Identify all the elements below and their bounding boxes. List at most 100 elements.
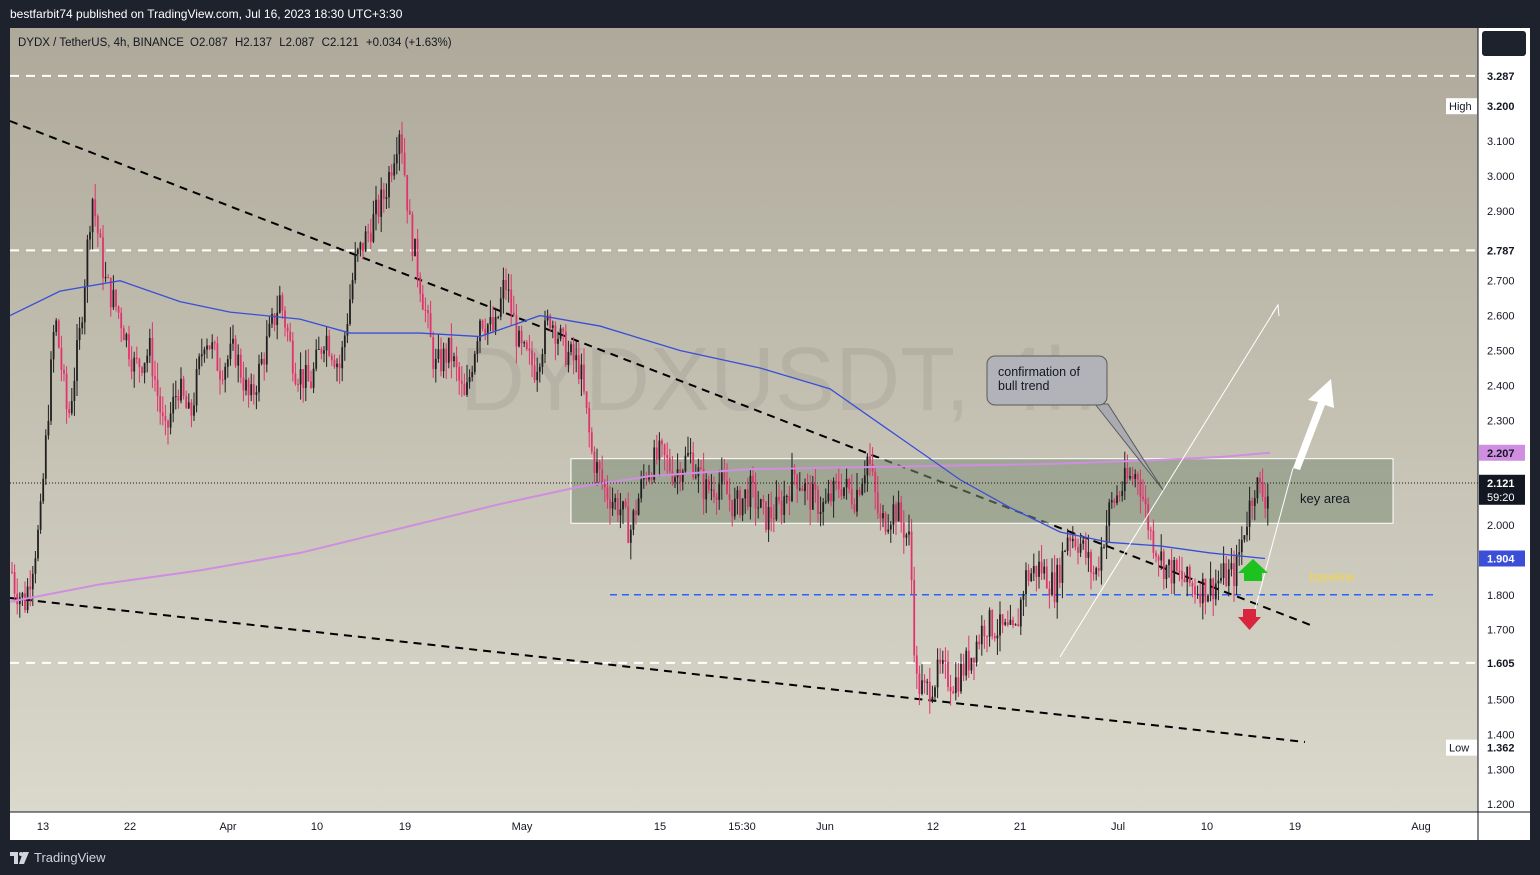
candle-body [460, 380, 463, 384]
callout[interactable]: confirmation of bull trend [986, 355, 1164, 491]
candle-body [601, 469, 604, 483]
price-level-0-tag-label: 3.287 [1487, 71, 1515, 83]
candle-body [918, 673, 921, 694]
candle-body [1261, 482, 1264, 497]
candle-body [1139, 479, 1142, 497]
publisher-bar: bestfarbit74 published on TradingView.co… [0, 0, 1540, 28]
candle-body [1165, 565, 1168, 580]
candle-body [265, 336, 268, 365]
candle-body [915, 655, 918, 674]
current-price-label: 2.121 [1487, 478, 1515, 490]
candle-body [1235, 554, 1238, 587]
candle-body [627, 506, 630, 543]
candle-body [1061, 551, 1064, 583]
candle-body [796, 474, 799, 489]
plot-area[interactable] [10, 28, 1478, 812]
candle-body [580, 364, 583, 380]
candle-body [291, 340, 294, 374]
candle-body [455, 356, 458, 368]
candle-body [1069, 537, 1072, 542]
candle-body [562, 328, 565, 332]
candle-body [837, 481, 840, 490]
tradingview-logo[interactable]: TradingView [10, 850, 106, 865]
price-tick-label-5: 2.500 [1487, 346, 1515, 358]
candle-body [229, 343, 232, 360]
candle-body [125, 334, 128, 341]
candle-body [996, 635, 999, 639]
candle-body [447, 337, 450, 363]
candle-body [1162, 551, 1165, 580]
key-area-zone[interactable] [570, 458, 1394, 524]
candle-body [364, 231, 367, 252]
candle-body [1066, 537, 1069, 551]
time-tick-label-12: 10 [1201, 821, 1213, 833]
candle-body [1175, 560, 1178, 571]
candle-body [715, 497, 718, 500]
candle-body [333, 360, 336, 368]
candle-body [1108, 502, 1111, 526]
price-tick-label-3: 2.700 [1487, 276, 1515, 288]
candle-body [1233, 563, 1235, 587]
candle-body [429, 313, 432, 338]
candle-body [939, 659, 942, 664]
candle-body [359, 242, 362, 250]
candle-body [1040, 561, 1043, 574]
candle-body [528, 348, 531, 351]
candle-body [151, 337, 154, 377]
low-marker-prefix-label: Low [1449, 743, 1469, 755]
tradingview-logo-icon [10, 851, 29, 864]
candle-body [975, 641, 978, 663]
candle-body [1181, 570, 1183, 580]
candle-body [572, 344, 575, 361]
candle-body [954, 677, 957, 694]
candle-body [661, 440, 663, 445]
candle-body [367, 231, 370, 233]
candle-body [824, 501, 827, 503]
candle-body [544, 320, 546, 355]
time-tick-label-10: 21 [1014, 821, 1026, 833]
price-chart[interactable]: DYDXUSDT, 4h key area baseline confirmat… [0, 0, 1540, 840]
low-marker-prefix-box [1446, 739, 1477, 756]
candle-body [736, 490, 739, 499]
candle-body [182, 378, 185, 397]
candlestick-series[interactable] [11, 121, 1269, 714]
candle-body [980, 625, 983, 645]
candle-body [689, 452, 692, 454]
candle-body [13, 572, 16, 594]
candle-body [705, 479, 708, 500]
price-axis[interactable] [1478, 28, 1530, 812]
candle-body [983, 625, 986, 637]
candle-body [115, 289, 117, 307]
candle-body [1178, 570, 1181, 572]
candle-body [102, 237, 104, 279]
callout-box[interactable] [986, 355, 1108, 406]
candle-body [146, 355, 149, 363]
time-tick-label-6: 15 [654, 821, 666, 833]
publisher-text: bestfarbit74 published on TradingView.co… [10, 7, 403, 21]
candle-body [299, 369, 302, 385]
candle-body [1266, 496, 1269, 509]
candle-body [848, 478, 851, 489]
axis-settings-button[interactable] [1482, 31, 1526, 56]
candle-body [39, 501, 42, 530]
candle-body [143, 362, 146, 373]
time-axis[interactable] [10, 812, 1530, 840]
candle-body [260, 358, 263, 364]
price-level-2-tag [1479, 654, 1525, 671]
candle-body [746, 489, 749, 507]
candle-body [876, 492, 879, 514]
candle-body [302, 369, 305, 388]
callout-line-2: bull trend [998, 379, 1049, 393]
candle-body [1160, 551, 1163, 561]
candle-body [554, 325, 557, 344]
candle-body [388, 172, 390, 198]
candle-body [1032, 565, 1035, 574]
candle-body [949, 686, 952, 692]
candle-body [874, 471, 877, 493]
candle-body [775, 496, 778, 520]
candle-body [385, 197, 388, 199]
candle-body [200, 354, 203, 357]
candle-body [879, 513, 882, 519]
candle-body [1243, 535, 1246, 540]
candle-body [492, 317, 494, 331]
